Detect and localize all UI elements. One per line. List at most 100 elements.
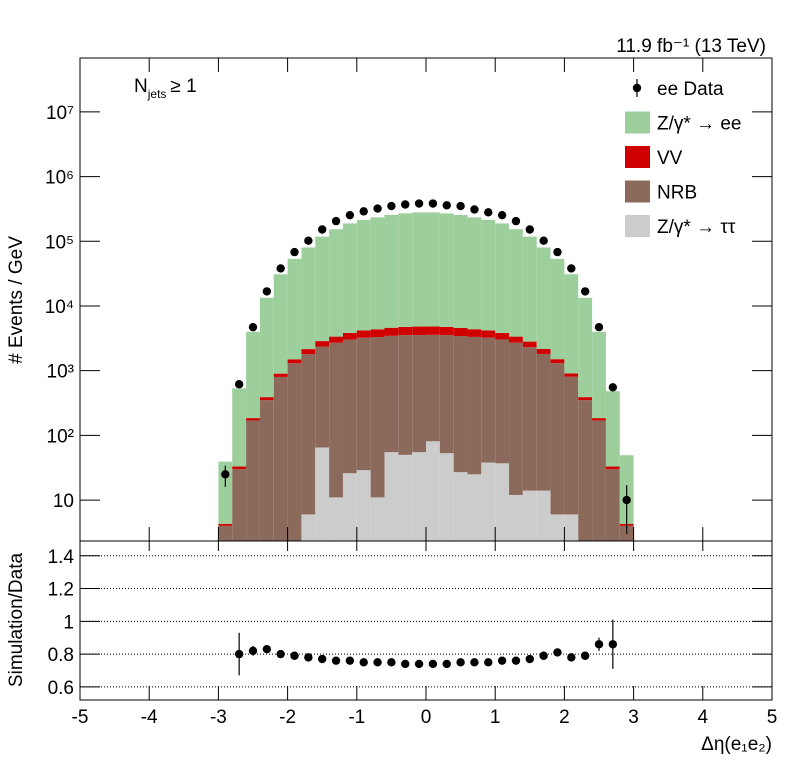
histogram-bar xyxy=(467,217,482,330)
data-point xyxy=(580,287,590,296)
histogram-bar xyxy=(246,418,260,421)
histogram-bar xyxy=(592,420,606,541)
histogram-bar xyxy=(522,341,537,348)
y-tick-label: 0.6 xyxy=(48,678,74,699)
histogram-bar xyxy=(246,420,260,541)
histogram-bar xyxy=(439,213,454,327)
histogram-bar xyxy=(522,490,537,541)
histogram-bar xyxy=(439,326,454,336)
ratio-point xyxy=(331,656,341,665)
data-point xyxy=(345,210,355,220)
ratio-point xyxy=(553,648,562,657)
ratio-point xyxy=(594,640,604,649)
histogram-bar xyxy=(370,497,385,541)
x-tick-label: -1 xyxy=(348,707,365,728)
histogram-bar xyxy=(273,376,288,541)
data-point xyxy=(539,236,548,245)
ratio-point xyxy=(539,651,548,660)
data-point xyxy=(234,380,244,389)
data-point xyxy=(525,225,534,234)
ratio-point xyxy=(442,659,451,669)
histogram-bar xyxy=(398,326,413,336)
legend-label: ee Data xyxy=(657,79,724,100)
ratio-point xyxy=(470,658,479,667)
legend-swatch xyxy=(625,180,650,203)
ratio-point xyxy=(248,646,258,656)
histogram-bar xyxy=(426,326,440,335)
x-tick-label: 3 xyxy=(628,707,639,728)
histogram-bar xyxy=(287,359,302,364)
y-tick-label: 10⁷ xyxy=(46,103,74,124)
histogram-bar xyxy=(301,349,316,355)
data-point xyxy=(511,216,521,226)
histogram-bar xyxy=(578,400,593,541)
histogram-bar xyxy=(605,466,620,470)
histogram-bar xyxy=(259,297,274,398)
histogram-bar xyxy=(592,418,606,421)
data-point xyxy=(553,247,562,257)
y-tick-label: 1.4 xyxy=(48,547,75,568)
histogram-bar xyxy=(287,363,302,541)
y-tick-label: 10⁴ xyxy=(45,297,74,318)
histogram-bar xyxy=(550,514,565,541)
legend-marker xyxy=(632,83,642,93)
histogram-bar xyxy=(467,336,482,475)
histogram-bar xyxy=(384,335,399,453)
data-point xyxy=(414,199,424,208)
annotation: Njets ≥ 1 xyxy=(134,76,197,101)
histogram-bar xyxy=(509,494,523,541)
histogram-bar xyxy=(605,391,620,467)
histogram-bar xyxy=(536,348,551,354)
histogram-bar xyxy=(509,342,523,495)
histogram-bar xyxy=(232,388,247,467)
histogram-bar xyxy=(342,339,357,474)
histogram-bar xyxy=(564,376,579,515)
histogram-bar xyxy=(398,454,413,541)
ratio-point xyxy=(276,649,285,659)
ratio-frame xyxy=(79,540,773,701)
histogram-bar xyxy=(467,329,482,337)
ratio-point xyxy=(414,659,424,669)
histogram-bar xyxy=(453,336,468,473)
histogram-bar xyxy=(370,329,385,338)
data-point xyxy=(608,383,618,392)
histogram-bar xyxy=(412,212,426,327)
histogram-bar xyxy=(592,331,606,419)
histogram-bar xyxy=(329,342,343,498)
histogram-bar xyxy=(578,297,593,398)
data-point xyxy=(359,207,368,216)
histogram-bar xyxy=(273,274,288,374)
histogram-bar xyxy=(246,331,260,419)
x-tick-label: -2 xyxy=(279,707,296,728)
histogram-bar xyxy=(356,337,371,471)
data-point xyxy=(221,470,230,479)
histogram-bar xyxy=(578,397,593,401)
histogram-bar xyxy=(218,461,233,524)
ratio-point xyxy=(359,658,368,667)
x-tick-label: -5 xyxy=(72,707,89,728)
annotation-text: ≥ 1 xyxy=(170,76,196,97)
histogram-bar xyxy=(301,514,316,541)
data-point xyxy=(428,199,438,208)
histogram-bar xyxy=(564,514,579,541)
histogram-bar xyxy=(495,332,510,340)
histogram-bar xyxy=(342,223,357,333)
lumi-label: 11.9 fb⁻¹ (13 TeV) xyxy=(616,36,766,57)
ratio-point xyxy=(318,654,327,664)
histogram-bar xyxy=(301,354,316,515)
histogram-bar xyxy=(439,335,454,454)
ratio-point xyxy=(525,654,534,664)
data-point xyxy=(290,247,299,257)
data-point xyxy=(387,201,396,211)
histogram-bar xyxy=(412,452,426,541)
annotation-symbol: N xyxy=(134,76,148,97)
histogram-bar xyxy=(315,346,330,448)
ratio-point xyxy=(456,658,465,667)
histogram-bar xyxy=(384,215,399,328)
y-tick-label: 10² xyxy=(47,426,74,447)
legend-swatch xyxy=(625,146,650,168)
ratio-point xyxy=(484,658,493,667)
histogram-bar xyxy=(481,219,496,331)
x-tick-label: 1 xyxy=(490,707,501,728)
histogram-bar xyxy=(356,470,371,541)
